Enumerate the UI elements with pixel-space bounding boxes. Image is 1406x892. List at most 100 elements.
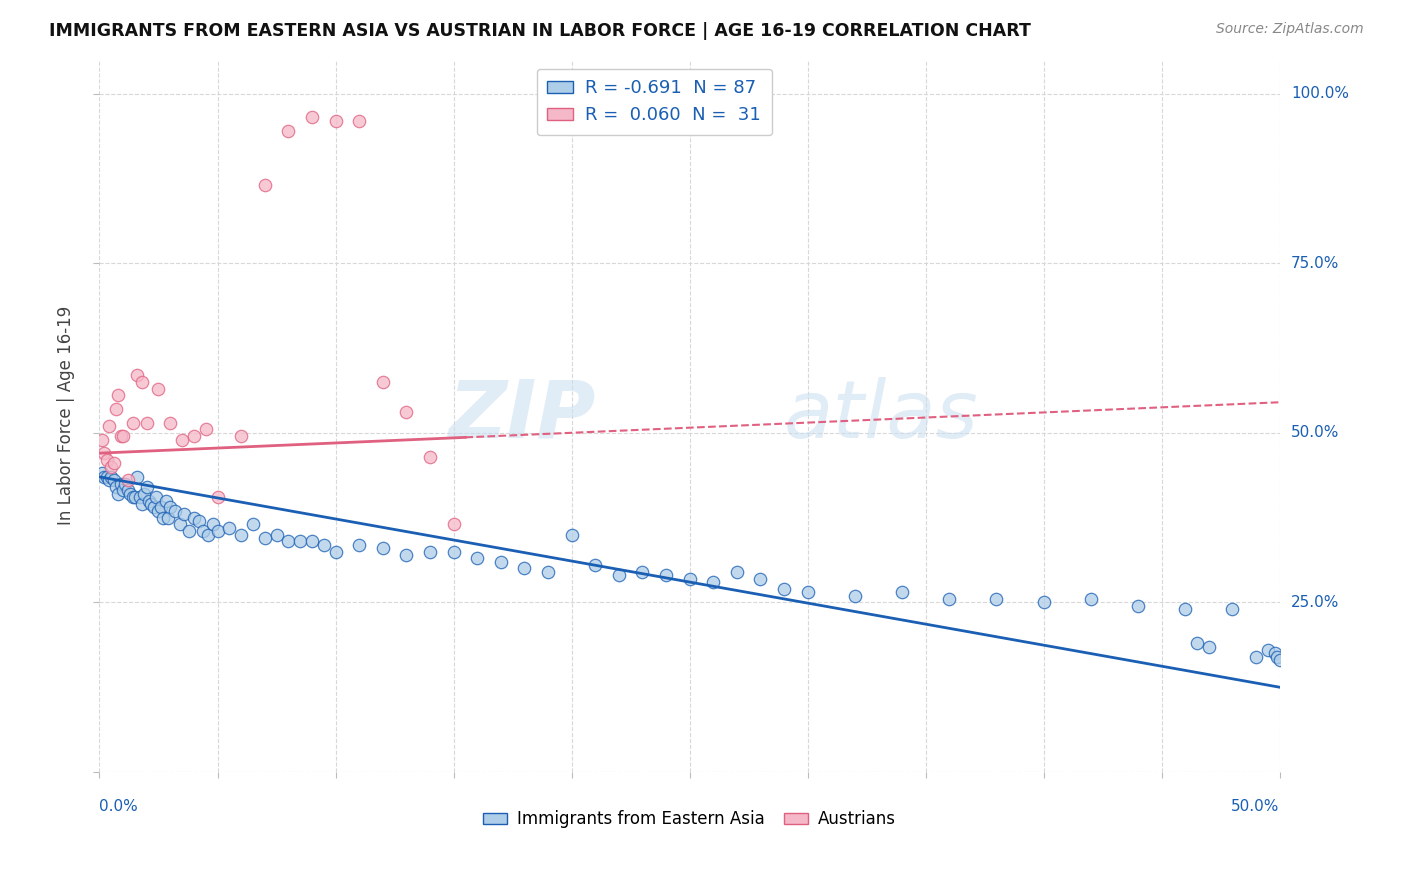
Point xyxy=(325,544,347,558)
Point xyxy=(201,517,224,532)
Point xyxy=(100,470,122,484)
Point xyxy=(891,585,914,599)
Point xyxy=(97,473,120,487)
Point xyxy=(149,500,172,515)
Point xyxy=(179,524,201,538)
Text: 50.0%: 50.0% xyxy=(1232,799,1279,814)
Point xyxy=(537,565,560,579)
Point xyxy=(105,480,128,494)
Point xyxy=(152,510,174,524)
Point xyxy=(127,470,149,484)
Point xyxy=(110,429,132,443)
Point xyxy=(395,405,418,419)
Point xyxy=(103,473,125,487)
Point xyxy=(90,467,112,481)
Point xyxy=(121,416,143,430)
Point xyxy=(138,493,160,508)
Point xyxy=(1174,602,1197,616)
Point xyxy=(128,490,150,504)
Point xyxy=(655,568,678,582)
Point xyxy=(121,490,143,504)
Point xyxy=(159,416,181,430)
Point xyxy=(156,510,179,524)
Point xyxy=(465,551,488,566)
Point xyxy=(702,575,724,590)
Point xyxy=(107,487,129,501)
Point xyxy=(187,514,209,528)
Point xyxy=(1126,599,1149,613)
Point xyxy=(277,534,299,549)
Point xyxy=(124,490,146,504)
Point xyxy=(347,538,370,552)
Point xyxy=(112,483,135,498)
Point xyxy=(229,429,252,443)
Point xyxy=(159,500,181,515)
Point xyxy=(1268,653,1291,667)
Point xyxy=(395,548,418,562)
Point xyxy=(1265,649,1288,664)
Point xyxy=(169,517,191,532)
Point xyxy=(112,429,135,443)
Point xyxy=(141,497,163,511)
Point xyxy=(183,429,205,443)
Point xyxy=(148,382,170,396)
Point xyxy=(678,572,700,586)
Legend: Immigrants from Eastern Asia, Austrians: Immigrants from Eastern Asia, Austrians xyxy=(477,804,903,835)
Point xyxy=(986,592,1008,607)
Point xyxy=(631,565,654,579)
Point xyxy=(207,490,229,504)
Point xyxy=(120,487,142,501)
Text: Source: ZipAtlas.com: Source: ZipAtlas.com xyxy=(1216,22,1364,37)
Text: 75.0%: 75.0% xyxy=(1291,256,1339,270)
Point xyxy=(489,555,512,569)
Point xyxy=(938,592,960,607)
Point xyxy=(107,388,129,402)
Point xyxy=(1080,592,1102,607)
Point xyxy=(607,568,630,582)
Point xyxy=(749,572,772,586)
Point xyxy=(105,402,128,417)
Point xyxy=(583,558,606,573)
Point xyxy=(207,524,229,538)
Point xyxy=(1032,595,1054,609)
Point xyxy=(253,178,276,193)
Point xyxy=(301,534,323,549)
Point xyxy=(135,480,157,494)
Point xyxy=(134,487,156,501)
Y-axis label: In Labor Force | Age 16-19: In Labor Force | Age 16-19 xyxy=(58,306,75,525)
Point xyxy=(1264,646,1286,660)
Point xyxy=(371,375,394,389)
Point xyxy=(1222,602,1244,616)
Point xyxy=(773,582,796,596)
Point xyxy=(301,110,323,124)
Text: 100.0%: 100.0% xyxy=(1291,86,1348,101)
Point xyxy=(266,527,288,541)
Point xyxy=(173,507,195,521)
Point xyxy=(1198,640,1220,654)
Text: 25.0%: 25.0% xyxy=(1291,595,1339,610)
Point xyxy=(443,544,465,558)
Point xyxy=(96,453,118,467)
Text: IMMIGRANTS FROM EASTERN ASIA VS AUSTRIAN IN LABOR FORCE | AGE 16-19 CORRELATION : IMMIGRANTS FROM EASTERN ASIA VS AUSTRIAN… xyxy=(49,22,1031,40)
Point xyxy=(561,527,583,541)
Point xyxy=(172,433,194,447)
Point xyxy=(419,450,441,464)
Point xyxy=(145,490,167,504)
Point xyxy=(725,565,748,579)
Point xyxy=(796,585,818,599)
Point xyxy=(513,561,536,575)
Point xyxy=(97,419,120,434)
Point xyxy=(117,473,139,487)
Point xyxy=(155,493,177,508)
Point xyxy=(90,433,112,447)
Point xyxy=(93,446,115,460)
Point xyxy=(117,483,139,498)
Point xyxy=(148,504,170,518)
Point xyxy=(100,459,122,474)
Point xyxy=(253,531,276,545)
Point xyxy=(194,422,217,436)
Point xyxy=(135,416,157,430)
Point xyxy=(110,476,132,491)
Point xyxy=(183,510,205,524)
Point xyxy=(844,589,866,603)
